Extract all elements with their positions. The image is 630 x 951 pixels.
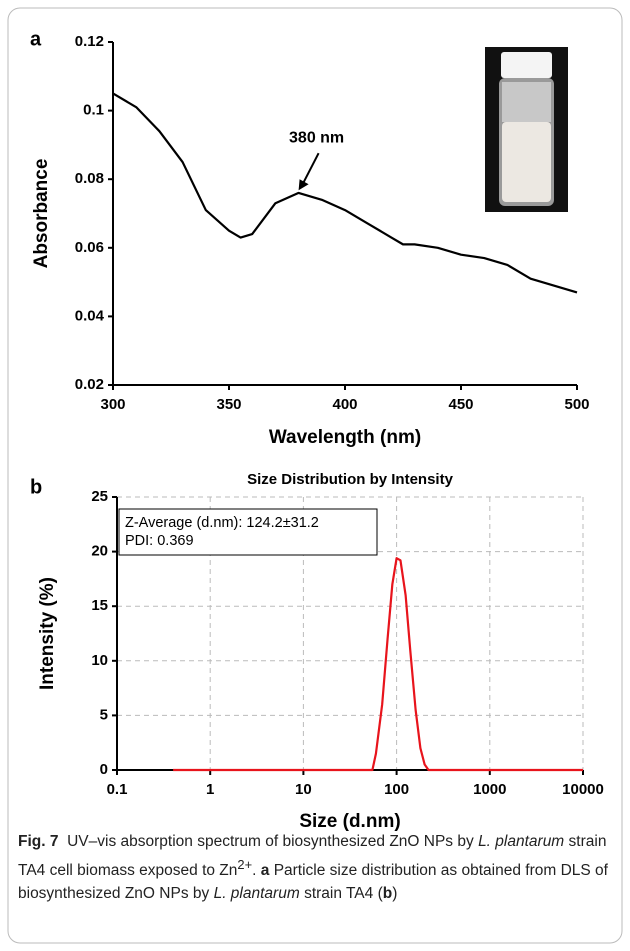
x-tick-label: 10000 [562, 781, 604, 798]
x-tick-label: 100 [384, 781, 409, 798]
x-tick-label: 1000 [473, 781, 506, 798]
y-tick-label: 0 [100, 761, 108, 778]
caption-species: L. plantarum [478, 833, 565, 850]
caption-sup: 2+ [237, 857, 253, 872]
data-line [112, 92, 578, 294]
annotation-arrow [300, 152, 320, 187]
y-tick-label: 20 [91, 543, 108, 560]
panel-label: b [30, 476, 42, 498]
y-tick-label: 5 [100, 706, 108, 723]
y-tick-label: 0.02 [75, 376, 104, 393]
panel-label: a [30, 28, 42, 50]
caption-label: Fig. 7 [18, 833, 59, 850]
caption-text: . [252, 862, 257, 880]
x-tick-label: 350 [216, 396, 241, 413]
y-tick-label: 0.08 [75, 170, 104, 187]
annotation-box [118, 508, 378, 556]
x-tick-label: 400 [332, 396, 357, 413]
caption-text: Particle size distribution as obtained f… [18, 862, 608, 903]
caption-panel: b [382, 885, 393, 903]
vial-photo [485, 47, 568, 212]
caption-text: strain TA4 cell biomass exposed to Zn [18, 833, 607, 880]
y-tick-label: 0.04 [75, 307, 105, 324]
x-axis-label: Size (d.nm) [299, 811, 400, 832]
x-tick-label: 300 [100, 396, 125, 413]
x-tick-label: 450 [448, 396, 473, 413]
arrow-head [298, 179, 309, 191]
caption-panel: a [260, 862, 270, 880]
frame [7, 7, 623, 944]
data-line [173, 557, 583, 772]
y-axis-label: Intensity (%) [37, 577, 58, 690]
caption: Fig. 7 UV–vis absorption spectrum of bio… [18, 830, 614, 905]
chart-title: Size Distribution by Intensity [247, 471, 454, 488]
y-tick-label: 15 [91, 597, 108, 614]
x-tick-label: 0.1 [107, 781, 128, 798]
caption-text: UV–vis absorption spectrum of biosynthes… [67, 833, 474, 850]
y-tick-label: 0.06 [75, 239, 104, 256]
caption-text: ) [392, 885, 398, 903]
annotation-text: Z-Average (d.nm): 124.2±31.2 [125, 515, 319, 531]
caption-species: L. plantarum [213, 885, 300, 903]
x-axis-label: Wavelength (nm) [269, 427, 421, 448]
y-tick-label: 0.1 [83, 102, 104, 119]
x-tick-label: 1 [206, 781, 214, 798]
y-axis-label: Absorbance [31, 159, 52, 269]
x-tick-label: 500 [564, 396, 589, 413]
y-tick-label: 25 [91, 488, 108, 505]
y-tick-label: 0.12 [75, 33, 104, 50]
annotation-text: PDI: 0.369 [125, 533, 194, 549]
x-tick-label: 10 [295, 781, 312, 798]
annotation: 380 nm [289, 129, 344, 146]
caption-text: strain TA4 ( [304, 885, 383, 903]
y-tick-label: 10 [91, 652, 108, 669]
